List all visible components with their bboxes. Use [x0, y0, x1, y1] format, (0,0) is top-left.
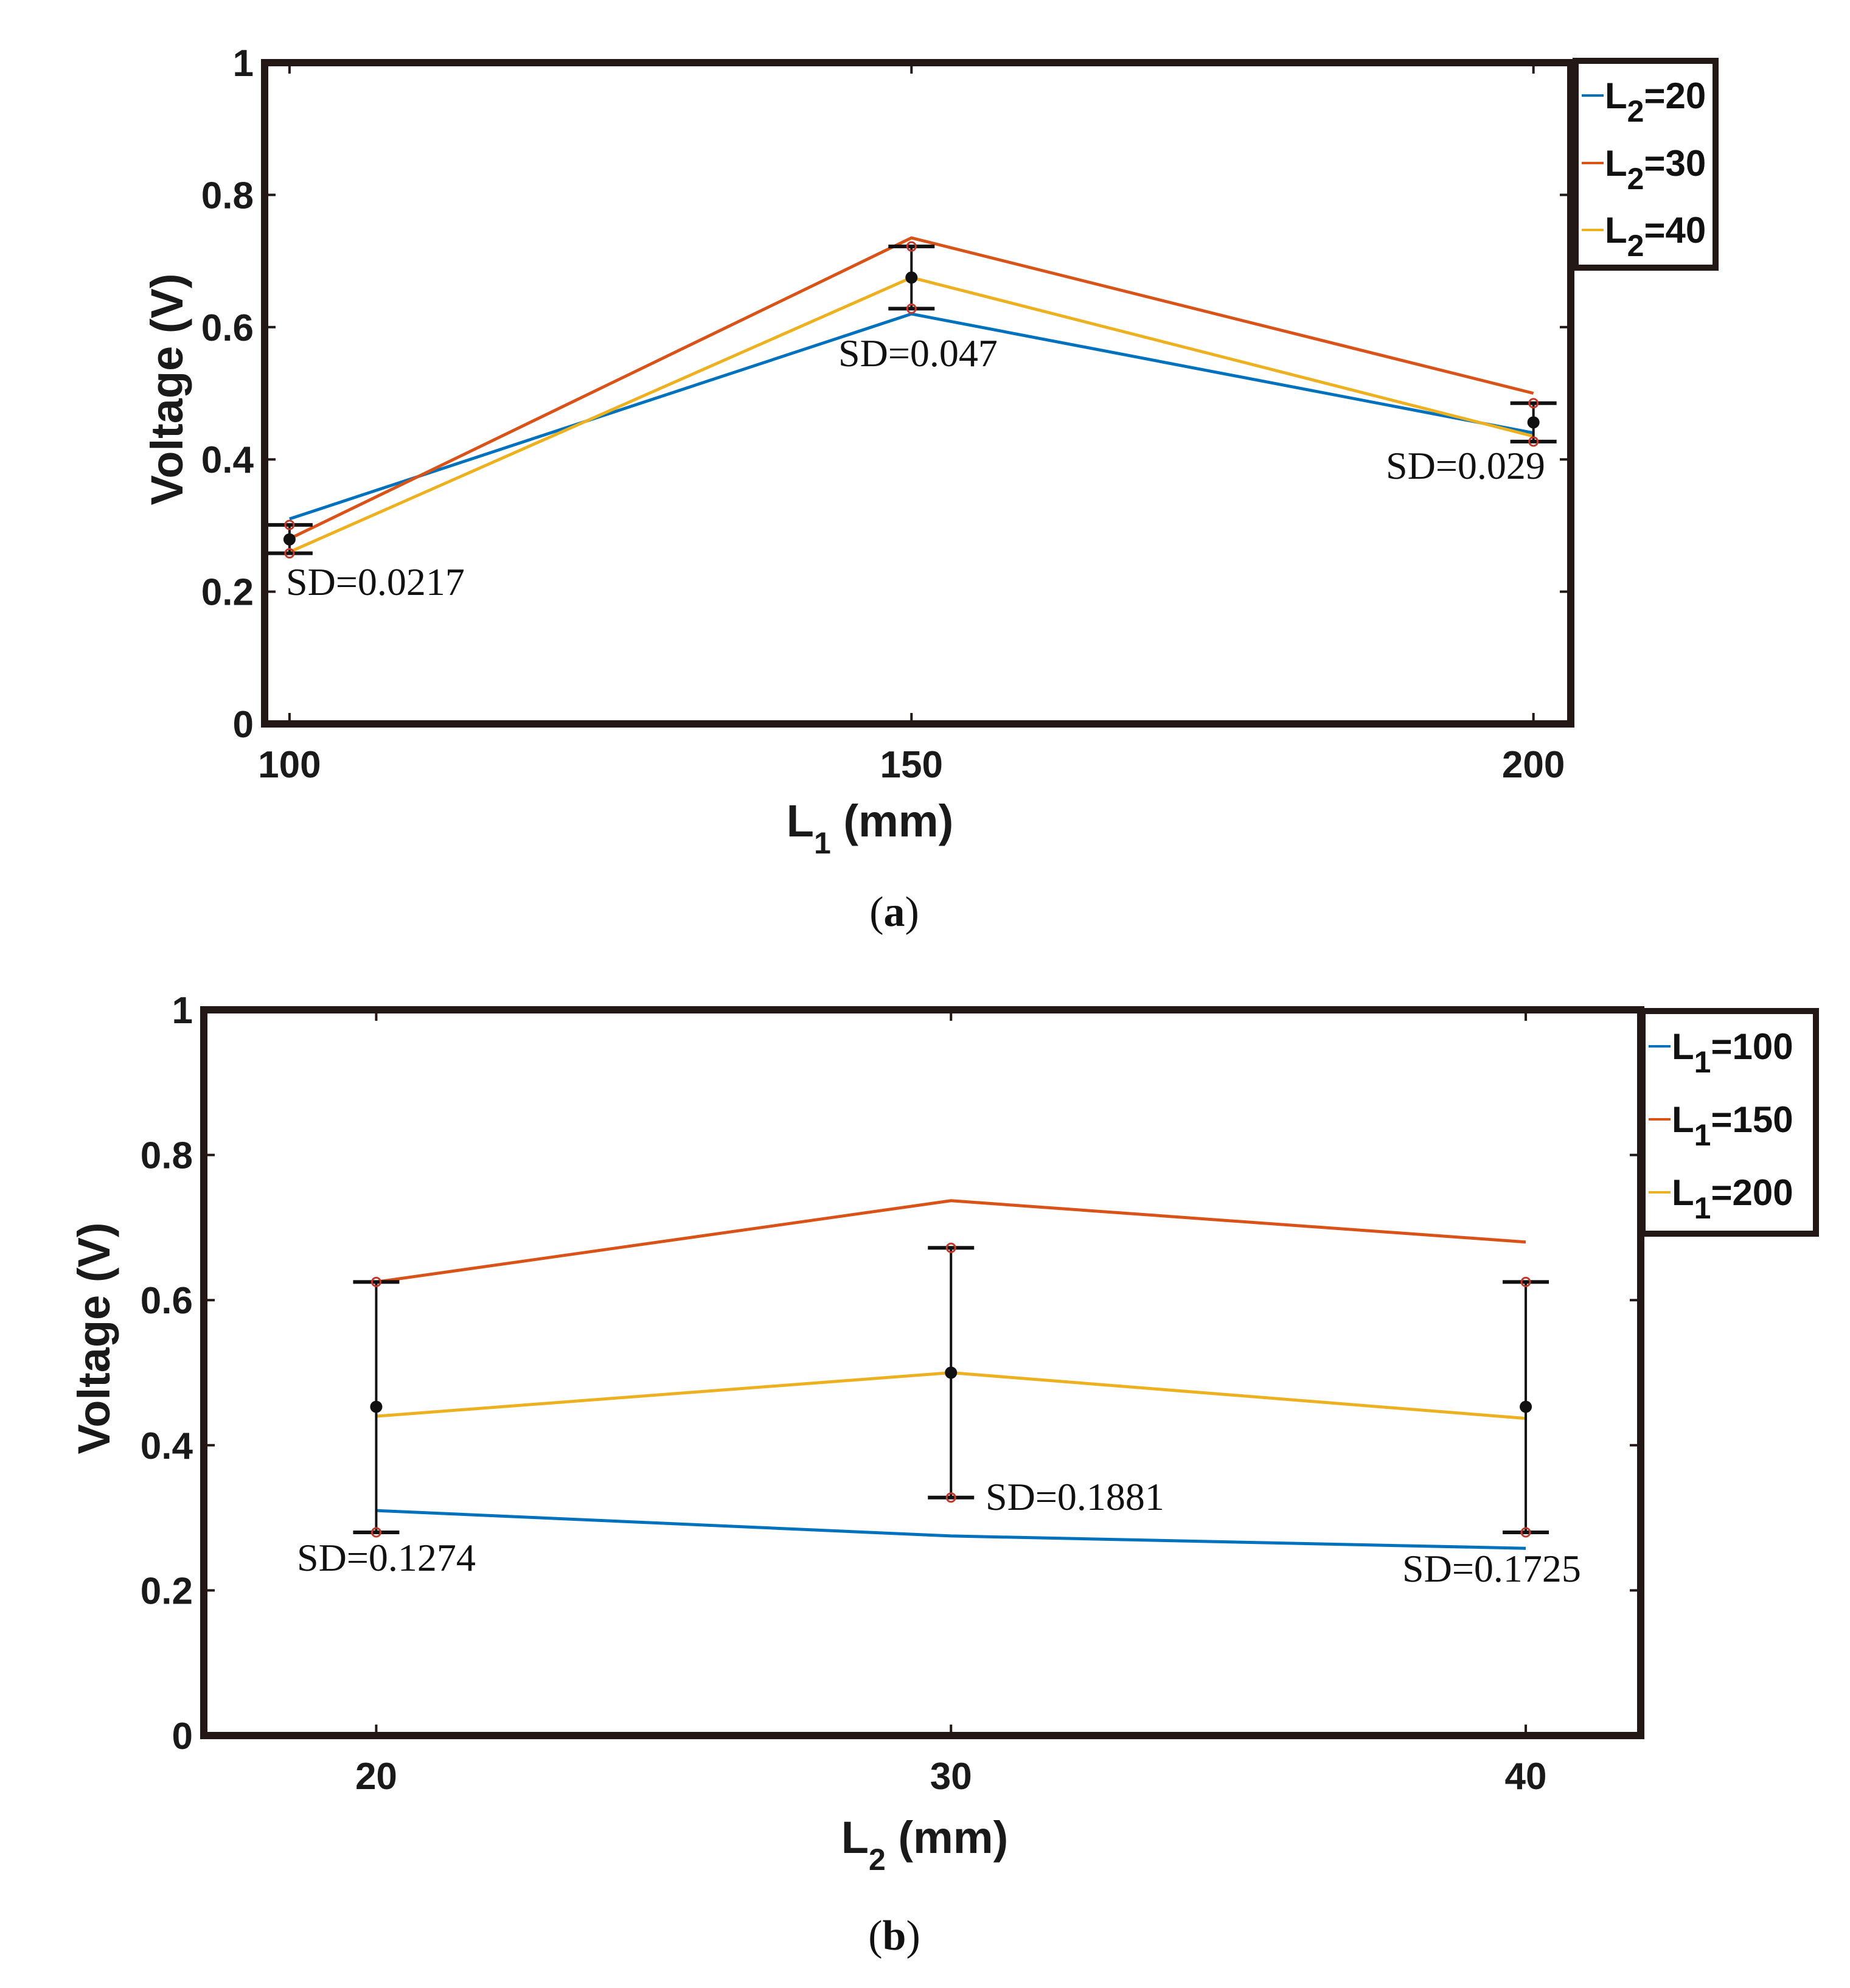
chart-b-x-axis-label: L2 (mm) — [841, 1812, 1008, 1877]
chart-b-legend-entry: L1=200 — [1672, 1172, 1793, 1225]
chart-b-xtick-label: 40 — [1505, 1756, 1547, 1798]
chart-a-ytick-label: 1 — [233, 43, 254, 85]
chart-b-ticks — [204, 1009, 1641, 1737]
chart-a-xtick-label: 150 — [880, 744, 943, 786]
chart-b-error-end-marker — [1520, 1276, 1531, 1287]
chart-a-mean-point — [905, 271, 918, 284]
chart-a-legend-entry: L2=20 — [1605, 75, 1706, 128]
chart-b-error-end-marker — [945, 1492, 956, 1503]
chart-a-error-end-marker — [906, 241, 917, 252]
chart-a-error-end-marker — [284, 548, 295, 559]
chart-b-ytick-label: 0.4 — [141, 1425, 193, 1467]
chart-a-error-end-marker — [1528, 398, 1539, 409]
chart-b-mean-point — [1520, 1400, 1532, 1413]
chart-b-caption: (b) — [868, 1913, 920, 1959]
chart-a-legend: L2=20 L2=30 L2=40 — [1573, 58, 1719, 271]
chart-a-ytick-label: 0.4 — [201, 439, 254, 481]
chart-a-caption: (a) — [869, 889, 919, 936]
chart-a: 0 0.2 0.4 0.6 0.8 1 100 150 200 L1 (mm) … — [142, 43, 1719, 936]
chart-a-series-line-20 — [289, 312, 1534, 521]
chart-b-ytick-label: 0.2 — [141, 1570, 193, 1612]
chart-a-series-line-40 — [288, 276, 1534, 554]
chart-a-error-end-marker — [906, 303, 917, 314]
chart-a-ytick-label: 0.6 — [201, 307, 254, 349]
chart-b-series-line-150 — [376, 1199, 1526, 1284]
chart-b-sd-annotation: SD=0.1274 — [297, 1536, 476, 1579]
chart-b-sd-annotation: SD=0.1881 — [986, 1475, 1164, 1518]
chart-a-xtick-label: 200 — [1502, 744, 1565, 786]
chart-a-legend-entry: L2=40 — [1605, 210, 1706, 263]
chart-a-sd-annotation: SD=0.0217 — [286, 560, 465, 603]
chart-b-series-line-100 — [376, 1509, 1526, 1550]
chart-a-mean-point — [283, 533, 296, 546]
chart-b-legend-entry: L1=150 — [1672, 1099, 1793, 1152]
chart-b-error-end-marker — [1520, 1527, 1531, 1538]
chart-b-xtick-label: 20 — [355, 1756, 397, 1798]
chart-a-ticks — [265, 61, 1571, 725]
chart-b-mean-point — [370, 1400, 383, 1413]
chart-b-mean-point — [945, 1366, 958, 1379]
chart-b-error-end-marker — [370, 1276, 381, 1287]
chart-b-sd-annotation: SD=0.1725 — [1402, 1547, 1581, 1590]
chart-b: 0 0.2 0.4 0.6 0.8 1 20 30 40 L2 (mm) Vol… — [69, 990, 1819, 1959]
chart-a-x-axis-label: L1 (mm) — [787, 796, 953, 860]
chart-a-error-end-marker — [1528, 436, 1539, 447]
chart-a-error-bars — [266, 241, 1557, 559]
chart-a-plot-frame — [261, 59, 1574, 728]
chart-a-mean-point — [1527, 416, 1540, 429]
chart-b-error-end-marker — [945, 1242, 956, 1253]
chart-a-ytick-label: 0.8 — [201, 175, 254, 217]
chart-b-ytick-label: 0.6 — [141, 1280, 193, 1322]
chart-b-ytick-label: 0.8 — [141, 1135, 193, 1177]
chart-b-ytick-label: 0 — [172, 1715, 193, 1757]
chart-a-ytick-label: 0 — [233, 704, 254, 746]
chart-b-legend-box — [1640, 1008, 1819, 1237]
chart-a-legend-entry: L2=30 — [1605, 143, 1706, 196]
chart-a-series-line-30 — [288, 236, 1534, 540]
chart-a-sd-annotation: SD=0.029 — [1386, 444, 1545, 487]
chart-b-ytick-label: 1 — [172, 990, 193, 1032]
chart-a-ytick-label: 0.2 — [201, 572, 254, 614]
chart-b-xtick-label: 30 — [930, 1756, 972, 1798]
chart-b-legend-entry: L1=100 — [1672, 1026, 1793, 1079]
chart-a-sd-annotation: SD=0.047 — [838, 332, 998, 375]
chart-b-y-axis-label: Voltage (V) — [69, 1223, 119, 1455]
chart-a-y-axis-label: Voltage (V) — [142, 274, 192, 506]
chart-b-plot-frame — [200, 1006, 1644, 1739]
chart-b-error-bars — [353, 1242, 1549, 1538]
chart-a-xtick-label: 100 — [258, 744, 321, 786]
chart-b-error-end-marker — [370, 1527, 381, 1538]
chart-b-legend: L1=100 L1=150 L1=200 — [1640, 1008, 1819, 1237]
chart-a-error-end-marker — [284, 520, 295, 530]
